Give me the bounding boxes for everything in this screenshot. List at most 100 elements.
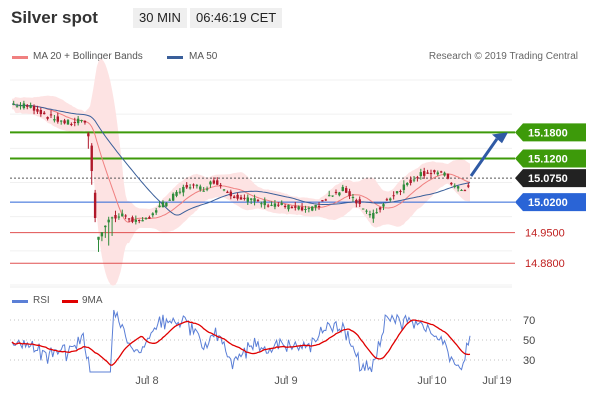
x-tick-label: Jul 10	[417, 375, 446, 387]
candle-body	[372, 212, 375, 219]
candle-body	[80, 119, 83, 121]
candle-body	[439, 171, 443, 173]
rsi-9ma-line	[11, 319, 471, 366]
candle-body	[90, 145, 93, 172]
candle-body	[195, 185, 199, 187]
candle-body	[117, 216, 121, 218]
price-level-value: 14.9500	[525, 228, 565, 240]
candle-body	[59, 120, 63, 122]
candle-body	[324, 199, 328, 201]
candle-body	[463, 190, 467, 192]
candle-body	[22, 103, 26, 109]
candle-body	[321, 200, 324, 202]
x-axis: Jul 8 Jul 9 Jul 10 Jul 19	[10, 286, 512, 387]
candle-body	[15, 106, 19, 108]
ma20-line	[11, 103, 471, 223]
candle-body	[351, 197, 355, 199]
candle-body	[402, 184, 406, 190]
candle-body	[297, 206, 300, 210]
candle-body	[63, 120, 66, 124]
candle-body	[311, 206, 314, 211]
candle-body	[165, 202, 168, 207]
candle-body	[46, 117, 49, 119]
price-level-tag	[515, 123, 586, 142]
candle-body	[392, 195, 395, 197]
price-level-value: 15.0750	[528, 173, 568, 185]
candle-body	[93, 192, 97, 218]
candle-body	[290, 206, 294, 209]
candle-body	[53, 119, 56, 121]
candle-body	[178, 191, 182, 193]
candle-body	[236, 194, 239, 199]
candle-body	[283, 205, 287, 207]
candle-body	[260, 203, 263, 205]
candle-body	[423, 171, 426, 176]
moving-averages	[11, 103, 471, 223]
forecast-arrow-head	[492, 132, 508, 144]
candle-body	[36, 109, 39, 112]
ma9-legend-swatch	[62, 300, 78, 303]
candle-body	[378, 207, 382, 210]
candle-body	[43, 112, 46, 115]
timeframe-badge[interactable]: 30 MIN	[133, 8, 187, 28]
candle-body	[138, 220, 141, 222]
candle-body	[87, 133, 90, 137]
instrument-title: Silver spot	[11, 8, 98, 27]
candle-body	[199, 186, 202, 190]
candle-body	[26, 105, 29, 107]
candle-body	[70, 123, 73, 125]
candle-body	[375, 212, 378, 214]
x-tick-label: Jul 9	[274, 375, 297, 387]
candle-body	[226, 191, 229, 194]
candle-body	[83, 120, 87, 123]
candle-body	[205, 188, 209, 190]
forecast-arrow-shaft	[469, 138, 499, 177]
candle-body	[256, 199, 260, 201]
candle-body	[182, 186, 185, 193]
timestamp-badge: 06:46:19 CET	[190, 8, 283, 28]
candle-body	[307, 208, 311, 210]
candle-body	[273, 203, 277, 207]
candle-body	[338, 192, 341, 196]
candle-body	[202, 190, 205, 192]
candle-body	[249, 198, 253, 200]
candle-body	[56, 116, 59, 122]
candle-body	[399, 190, 402, 192]
candle-body	[314, 204, 317, 208]
rsi-legend-swatch	[12, 300, 28, 303]
candle-body	[317, 205, 321, 207]
candle-body	[270, 204, 273, 206]
candles	[12, 100, 470, 252]
candle-body	[154, 210, 158, 213]
candle-body	[222, 189, 226, 191]
candle-body	[453, 185, 456, 187]
candle-body	[334, 191, 338, 193]
bollinger-band	[12, 58, 470, 286]
rsi-tick-label: 30	[523, 355, 535, 367]
bollinger-band-fill	[12, 58, 470, 286]
candle-body	[158, 205, 161, 208]
candle-body	[114, 215, 117, 219]
candle-body	[446, 174, 450, 179]
candle-body	[121, 213, 124, 217]
candle-body	[127, 218, 131, 220]
candle-body	[97, 236, 100, 240]
candle-body	[436, 172, 439, 175]
candle-body	[253, 198, 256, 202]
candle-body	[239, 197, 243, 200]
candle-body	[348, 191, 351, 196]
ma50-legend-label: MA 50	[189, 51, 218, 62]
chart-legend: MA 20 + Bollinger Bands MA 50 Research ©…	[0, 46, 590, 68]
ma20-legend-swatch	[12, 56, 28, 59]
candle-body	[344, 188, 348, 193]
candle-body	[49, 114, 53, 116]
candle-body	[287, 204, 290, 210]
candle-body	[141, 220, 144, 222]
candle-body	[395, 191, 399, 194]
candle-body	[161, 201, 165, 208]
price-level-value: 15.1200	[528, 154, 568, 166]
price-level-labels: 15.1800 15.1200 15.0750 15.0200 14.9500 14.88…	[515, 123, 586, 270]
candle-body	[368, 214, 372, 216]
candle-body	[192, 184, 195, 186]
candle-body	[246, 197, 249, 202]
